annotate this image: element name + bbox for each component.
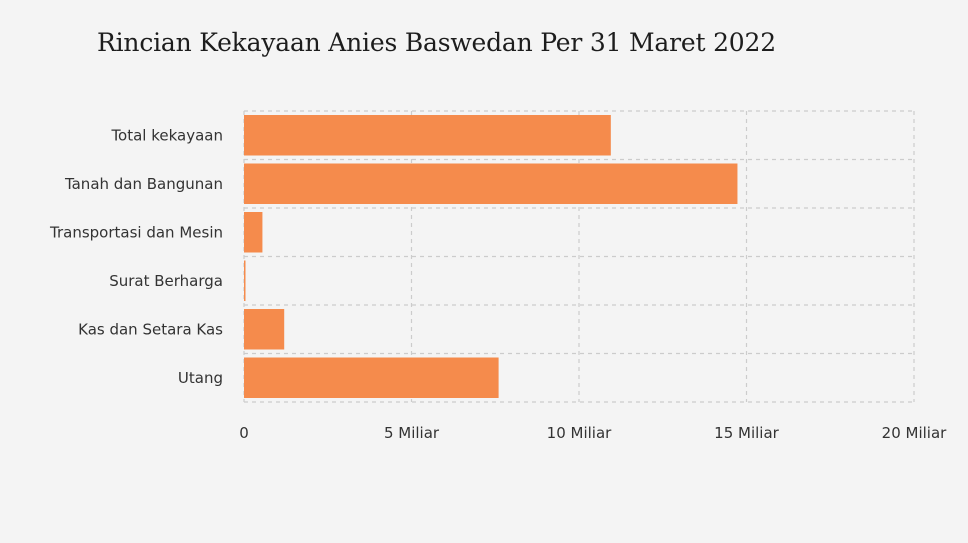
category-label: Total kekayaan (110, 126, 223, 144)
bar-layer (244, 115, 738, 398)
category-label: Kas dan Setara Kas (78, 320, 223, 338)
x-tick-labels: 0 5 Miliar 10 Miliar 15 Miliar 20 Miliar (239, 424, 947, 442)
x-tick-label: 20 Miliar (882, 424, 947, 442)
bar (244, 212, 263, 253)
x-tick-label: 5 Miliar (384, 424, 440, 442)
category-label: Tanah dan Bangunan (64, 175, 223, 193)
category-label: Surat Berharga (109, 272, 223, 290)
category-labels: Total kekayaan Tanah dan Bangunan Transpor… (49, 126, 223, 387)
x-tick-label: 15 Miliar (714, 424, 779, 442)
x-tick-label: 0 (239, 424, 249, 442)
x-tick-label: 10 Miliar (547, 424, 612, 442)
bar (244, 260, 246, 301)
bar (244, 163, 738, 204)
bar (244, 357, 499, 398)
grid-layer (243, 110, 915, 403)
bar (244, 309, 285, 350)
category-label: Utang (178, 369, 223, 387)
chart-title: Rincian Kekayaan Anies Baswedan Per 31 M… (97, 28, 776, 57)
bar (244, 115, 611, 156)
category-label: Transportasi dan Mesin (49, 223, 223, 241)
